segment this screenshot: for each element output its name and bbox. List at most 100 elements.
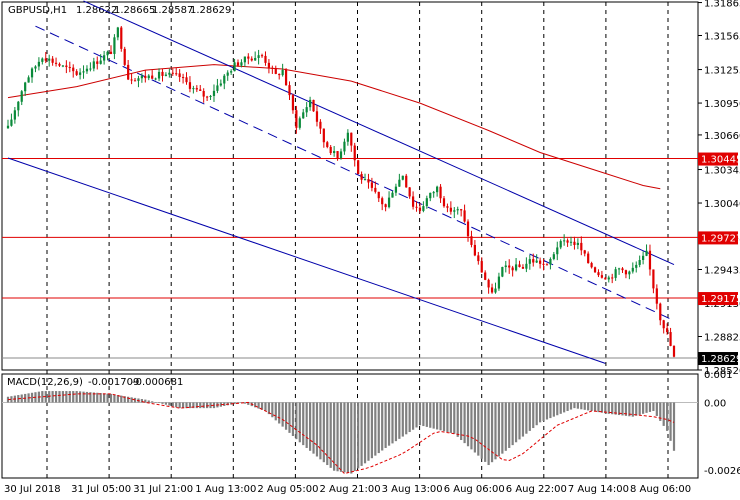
macd-histogram-bar bbox=[666, 402, 669, 431]
candlestick bbox=[384, 203, 387, 212]
candle-body bbox=[556, 247, 559, 255]
candlestick bbox=[113, 34, 116, 60]
candlestick bbox=[408, 187, 411, 199]
candlestick bbox=[339, 148, 343, 160]
candle-body bbox=[247, 56, 250, 59]
macd-histogram-bar bbox=[439, 402, 442, 431]
candlestick bbox=[501, 266, 504, 278]
candle-body bbox=[521, 267, 525, 269]
candlestick bbox=[30, 67, 34, 83]
candle-body bbox=[655, 288, 658, 304]
candle-body bbox=[576, 242, 579, 245]
candlestick bbox=[357, 159, 360, 175]
macd-histogram-bar bbox=[415, 402, 418, 428]
candlestick bbox=[514, 257, 518, 272]
candlestick bbox=[199, 85, 202, 91]
candlestick bbox=[590, 261, 593, 269]
candlestick bbox=[360, 171, 363, 184]
macd-histogram-bar bbox=[154, 402, 157, 403]
macd-histogram-bar bbox=[133, 397, 137, 403]
y-tick-label: 1.30950 bbox=[704, 99, 740, 110]
candle-body bbox=[147, 75, 150, 79]
candle-body bbox=[408, 187, 411, 197]
candlestick bbox=[171, 68, 174, 76]
candlestick bbox=[144, 70, 147, 83]
y-tick-label: 1.31565 bbox=[704, 32, 740, 43]
y-tick-label: 1.30040 bbox=[704, 199, 740, 210]
macd-histogram-bar bbox=[672, 402, 676, 451]
candlestick bbox=[254, 51, 257, 61]
y-tick-label: 1.28825 bbox=[704, 332, 740, 343]
macd-y-tick-label: 0.00 bbox=[704, 398, 726, 409]
macd-histogram-bar bbox=[436, 402, 439, 430]
candle-body bbox=[288, 85, 291, 96]
candle-body bbox=[494, 288, 497, 293]
candle-body bbox=[17, 101, 20, 111]
candle-body bbox=[103, 55, 106, 61]
candlestick bbox=[260, 53, 264, 58]
macd-histogram-bar bbox=[604, 402, 607, 414]
macd-histogram-bar bbox=[178, 402, 181, 409]
candle-body bbox=[528, 259, 531, 264]
candlestick bbox=[624, 269, 628, 279]
candlestick bbox=[566, 238, 569, 247]
candle-body bbox=[635, 264, 638, 268]
candlestick bbox=[659, 302, 662, 326]
candle-body bbox=[267, 62, 271, 68]
candlestick bbox=[274, 65, 277, 75]
candlestick bbox=[391, 190, 394, 198]
macd-histogram-bar bbox=[418, 402, 422, 426]
macd-histogram-bar bbox=[188, 402, 192, 409]
candle-body bbox=[453, 210, 456, 212]
macd-histogram-bar bbox=[514, 402, 518, 443]
candlestick bbox=[85, 65, 89, 74]
macd-histogram-bar bbox=[123, 396, 126, 403]
candlestick bbox=[133, 78, 137, 82]
candle-body bbox=[24, 82, 27, 92]
candle-body bbox=[539, 260, 542, 264]
macd-histogram-bar bbox=[164, 402, 168, 405]
macd-histogram-bar bbox=[494, 402, 497, 460]
candlestick bbox=[250, 56, 253, 62]
macd-histogram-bar bbox=[611, 402, 614, 415]
candle-body bbox=[532, 259, 535, 263]
macd-histogram-bar bbox=[645, 402, 648, 413]
candle-body bbox=[415, 206, 418, 208]
macd-histogram-bar bbox=[659, 402, 662, 421]
candlestick bbox=[212, 84, 216, 102]
macd-histogram-bar bbox=[628, 402, 631, 417]
macd-histogram-bar bbox=[72, 391, 75, 403]
candlestick bbox=[477, 251, 480, 265]
candle-body bbox=[336, 151, 339, 159]
candle-body bbox=[240, 62, 243, 66]
candlestick bbox=[563, 234, 566, 246]
macd-histogram-bar bbox=[58, 391, 61, 403]
macd-histogram-bar bbox=[539, 402, 542, 423]
macd-histogram-bar bbox=[411, 402, 415, 430]
macd-histogram-bar bbox=[477, 402, 480, 456]
price-tag-label: 1.29727 bbox=[701, 233, 740, 244]
candle-body bbox=[175, 73, 178, 75]
candlestick bbox=[497, 272, 501, 291]
macd-histogram-bar bbox=[569, 402, 573, 410]
candlestick bbox=[641, 251, 645, 265]
candle-body bbox=[216, 85, 219, 91]
macd-histogram-bar bbox=[394, 402, 398, 442]
candle-body bbox=[343, 141, 346, 152]
macd-histogram-bar bbox=[350, 402, 353, 474]
y-tick-label: 1.31865 bbox=[704, 0, 740, 10]
candle-body bbox=[51, 58, 54, 63]
candlestick bbox=[411, 191, 415, 210]
macd-histogram-bar bbox=[357, 402, 360, 469]
candle-body bbox=[645, 250, 648, 256]
candle-body bbox=[226, 72, 229, 76]
macd-histogram-bar bbox=[590, 402, 593, 411]
candle-body bbox=[466, 221, 470, 237]
candle-body bbox=[436, 186, 439, 193]
candlestick bbox=[206, 95, 209, 101]
candlestick bbox=[188, 76, 192, 93]
macd-histogram-bar bbox=[518, 402, 521, 440]
candle-body bbox=[387, 197, 391, 208]
macd-histogram-bar bbox=[463, 402, 466, 444]
